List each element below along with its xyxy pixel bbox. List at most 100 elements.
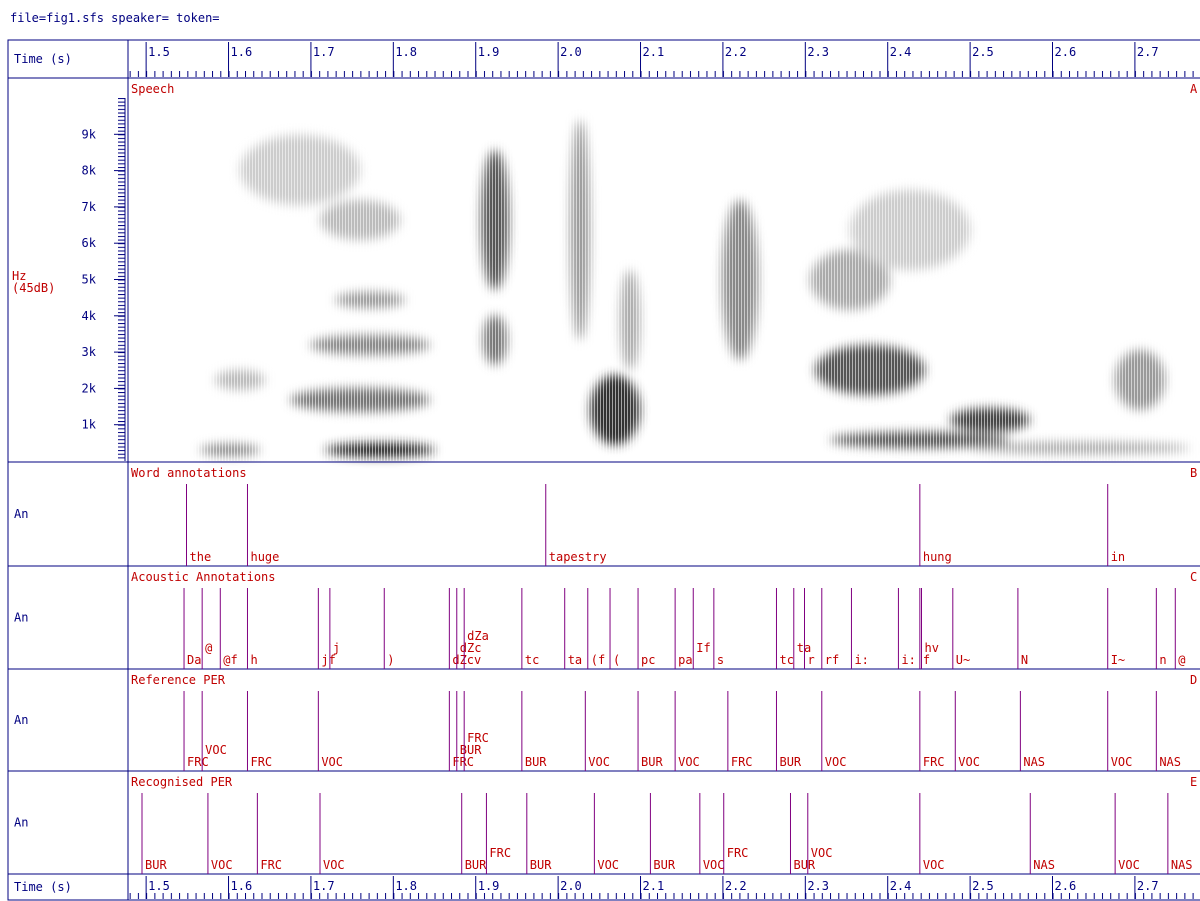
panel-title: Word annotations xyxy=(131,466,247,480)
annotation-label: FRC xyxy=(489,846,511,860)
freq-tick-label: 5k xyxy=(82,273,97,287)
annotation-label: ( xyxy=(613,653,620,667)
annotation-label: VOC xyxy=(597,858,619,872)
time-tick-label: 2.1 xyxy=(643,45,665,59)
annotation-label: BUR xyxy=(530,858,552,872)
spectrogram-striation xyxy=(129,100,1200,461)
annotation-label: FRC xyxy=(467,731,489,745)
annotation-label: rf xyxy=(825,653,839,667)
annotation-label: dZc xyxy=(460,641,482,655)
panel-corner: D xyxy=(1190,673,1197,687)
annotation-label: BUR xyxy=(460,743,482,757)
annotation-label: I~ xyxy=(1111,653,1125,667)
annotation-label: BUR xyxy=(525,755,547,769)
annotation-label: VOC xyxy=(811,846,833,860)
annotation-label: NAS xyxy=(1159,755,1181,769)
time-tick-label: 1.7 xyxy=(313,879,335,893)
annotation-label: BUR xyxy=(465,858,487,872)
time-tick-label: 2.3 xyxy=(807,45,829,59)
annotation-label: VOC xyxy=(1111,755,1133,769)
annotation-label: VOC xyxy=(323,858,345,872)
annotation-label: jf xyxy=(321,653,335,667)
annotation-label: n xyxy=(1159,653,1166,667)
annotation-label: r xyxy=(807,653,814,667)
panel-title: Reference PER xyxy=(131,673,226,687)
freq-tick-label: 6k xyxy=(82,236,97,250)
annotation-label: VOC xyxy=(825,755,847,769)
time-tick-label: 2.6 xyxy=(1055,45,1077,59)
annotation-label: U~ xyxy=(956,653,970,667)
annotation-label: Da xyxy=(187,653,201,667)
time-tick-label: 1.7 xyxy=(313,45,335,59)
annotation-label: BUR xyxy=(641,755,663,769)
annotation-label: hung xyxy=(923,550,952,564)
time-tick-label: 1.5 xyxy=(148,879,170,893)
freq-tick-label: 4k xyxy=(82,309,97,323)
annotation-label: BUR xyxy=(145,858,167,872)
time-tick-label: 1.6 xyxy=(231,879,253,893)
freq-tick-label: 1k xyxy=(82,418,97,432)
freq-tick-label: 8k xyxy=(82,164,97,178)
freq-tick-label: 3k xyxy=(82,345,97,359)
time-tick-label: 2.0 xyxy=(560,879,582,893)
annotation-label: pa xyxy=(678,653,692,667)
panel-corner: E xyxy=(1190,775,1197,789)
panel-title: Speech xyxy=(131,82,174,96)
tier-label: An xyxy=(14,507,28,521)
annotation-label: VOC xyxy=(958,755,980,769)
annotation-label: h xyxy=(250,653,257,667)
time-tick-label: 2.7 xyxy=(1137,45,1159,59)
panel-corner: C xyxy=(1190,570,1197,584)
annotation-label: s xyxy=(717,653,724,667)
time-tick-label: 2.2 xyxy=(725,45,747,59)
annotation-label: BUR xyxy=(653,858,675,872)
annotation-label: FRC xyxy=(452,755,474,769)
annotation-label: dZcv xyxy=(452,653,481,667)
time-tick-label: 2.4 xyxy=(890,45,912,59)
tier-label: An xyxy=(14,611,28,625)
annotation-label: dZa xyxy=(467,629,489,643)
annotation-label: @ xyxy=(205,641,212,655)
annotation-label: BUR xyxy=(779,755,801,769)
annotation-label: NAS xyxy=(1033,858,1055,872)
time-tick-label: 2.4 xyxy=(890,879,912,893)
time-tick-label: 2.5 xyxy=(972,45,994,59)
annotation-label: hv xyxy=(924,641,938,655)
annotation-label: FRC xyxy=(260,858,282,872)
tier-label: An xyxy=(14,713,28,727)
time-tick-label: 2.5 xyxy=(972,879,994,893)
annotation-label: tapestry xyxy=(549,550,607,564)
time-tick-label: 1.5 xyxy=(148,45,170,59)
y-axis-sub: (45dB) xyxy=(12,281,55,295)
annotation-label: j xyxy=(333,641,340,655)
annotation-label: tc xyxy=(779,653,793,667)
annotation-label: VOC xyxy=(211,858,233,872)
time-axis-label: Time (s) xyxy=(14,880,72,894)
annotation-label: VOC xyxy=(678,755,700,769)
annotation-label: BUR xyxy=(793,858,815,872)
time-tick-label: 1.8 xyxy=(395,879,417,893)
annotation-label: FRC xyxy=(923,755,945,769)
annotation-label: VOC xyxy=(588,755,610,769)
header: file=fig1.sfs speaker= token= xyxy=(10,11,220,25)
tier-label: An xyxy=(14,816,28,830)
panel-title: Acoustic Annotations xyxy=(131,570,276,584)
annotation-label: FRC xyxy=(250,755,272,769)
time-tick-label: 2.1 xyxy=(643,879,665,893)
annotation-label: FRC xyxy=(187,755,209,769)
annotation-label: @f xyxy=(223,653,237,667)
time-tick-label: 2.6 xyxy=(1055,879,1077,893)
annotation-label: FRC xyxy=(727,846,749,860)
annotation-label: in xyxy=(1111,550,1125,564)
annotation-label: VOC xyxy=(703,858,725,872)
time-tick-label: 2.3 xyxy=(807,879,829,893)
annotation-label: huge xyxy=(250,550,279,564)
panel-corner: A xyxy=(1190,82,1198,96)
freq-tick-label: 9k xyxy=(82,127,97,141)
time-tick-label: 2.2 xyxy=(725,879,747,893)
annotation-label: NAS xyxy=(1171,858,1193,872)
minor-ticks xyxy=(129,893,1200,899)
annotation-label: f xyxy=(923,653,930,667)
annotation-label: @ xyxy=(1178,653,1185,667)
